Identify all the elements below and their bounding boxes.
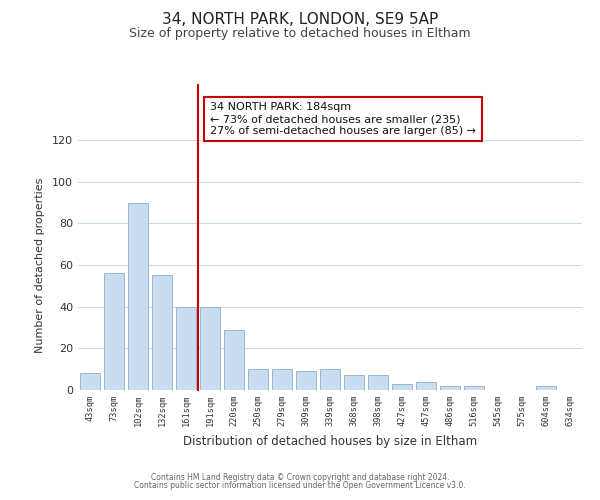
Bar [392,384,412,390]
Bar [152,276,172,390]
Bar [464,386,484,390]
Y-axis label: Number of detached properties: Number of detached properties [35,178,45,352]
Bar [296,371,316,390]
Bar [440,386,460,390]
Bar [80,374,100,390]
Bar [416,382,436,390]
Bar [344,376,364,390]
Bar [176,306,196,390]
Bar [128,202,148,390]
Text: 34 NORTH PARK: 184sqm
← 73% of detached houses are smaller (235)
27% of semi-det: 34 NORTH PARK: 184sqm ← 73% of detached … [210,102,476,136]
Bar [536,386,556,390]
Bar [200,306,220,390]
Text: Contains HM Land Registry data © Crown copyright and database right 2024.: Contains HM Land Registry data © Crown c… [151,473,449,482]
Bar [224,330,244,390]
X-axis label: Distribution of detached houses by size in Eltham: Distribution of detached houses by size … [183,434,477,448]
Bar [368,376,388,390]
Bar [248,369,268,390]
Bar [104,274,124,390]
Text: Contains public sector information licensed under the Open Government Licence v3: Contains public sector information licen… [134,480,466,490]
Bar [272,369,292,390]
Text: Size of property relative to detached houses in Eltham: Size of property relative to detached ho… [129,28,471,40]
Text: 34, NORTH PARK, LONDON, SE9 5AP: 34, NORTH PARK, LONDON, SE9 5AP [162,12,438,28]
Bar [320,369,340,390]
